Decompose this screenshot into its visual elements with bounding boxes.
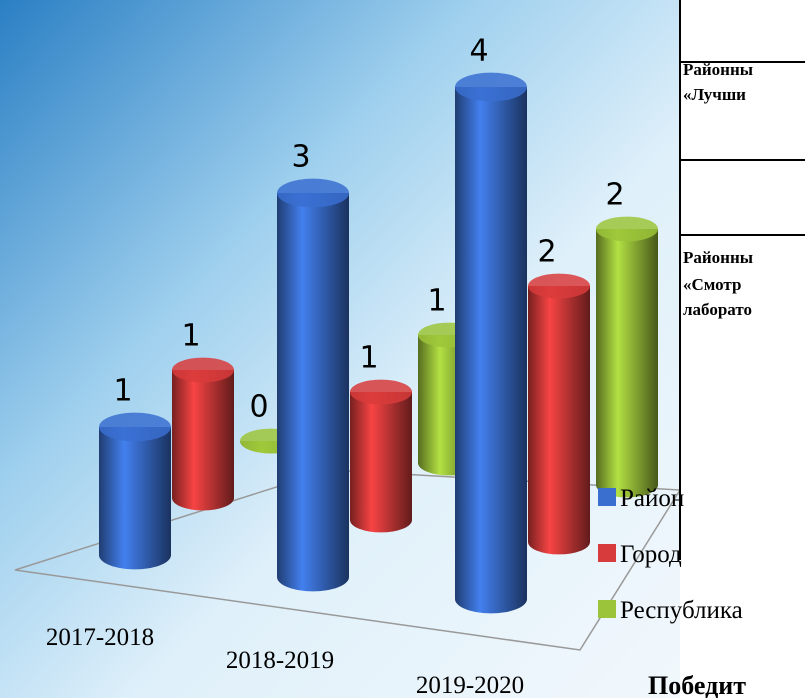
table-footer: Победит — [648, 671, 746, 698]
cylinder — [528, 273, 590, 555]
data-label: 2 — [537, 235, 556, 270]
legend-label: Республика — [620, 597, 743, 624]
legend-swatch — [598, 488, 616, 506]
table-cell: Районны — [683, 60, 753, 79]
table-cell: «Лучши — [683, 85, 746, 104]
x-tick-label: 2019-2020 — [416, 672, 524, 698]
table-cell: «Смотр — [683, 275, 741, 294]
data-label: 4 — [469, 34, 488, 69]
data-label: 1 — [359, 341, 378, 376]
cylinder-body — [172, 370, 234, 511]
cylinder-top — [455, 72, 527, 102]
cylinder — [596, 216, 658, 498]
data-label: 1 — [181, 319, 200, 354]
cylinder-body — [455, 87, 527, 614]
cylinder-top — [99, 412, 171, 442]
data-label: 1 — [427, 284, 446, 319]
data-label: 3 — [291, 140, 310, 175]
cylinder-top — [350, 379, 412, 405]
x-tick-label: 2018-2019 — [226, 647, 334, 674]
cylinder-top — [277, 178, 349, 208]
table-grid — [679, 0, 805, 560]
data-label: 1 — [113, 374, 132, 409]
x-tick-label: 2017-2018 — [46, 624, 154, 651]
cylinder-top — [528, 273, 590, 299]
table-cell: Районны — [683, 248, 753, 267]
data-label: 0 — [249, 390, 268, 425]
cylinder — [172, 357, 234, 511]
cylinder-top — [172, 357, 234, 383]
cylinder-body — [350, 392, 412, 533]
legend-label: Город — [620, 541, 682, 568]
cylinder — [455, 72, 527, 614]
cylinder — [277, 178, 349, 592]
data-label: 2 — [605, 178, 624, 213]
cylinder-top — [596, 216, 658, 242]
cylinder-body — [277, 193, 349, 592]
cylinder-body — [99, 427, 171, 570]
cylinder — [99, 412, 171, 570]
cylinder — [350, 379, 412, 533]
cylinder-body — [596, 229, 658, 498]
legend-swatch — [598, 600, 616, 618]
legend-label: Район — [620, 485, 684, 512]
cylinder-body — [528, 286, 590, 555]
table-cell: лаборато — [683, 300, 752, 319]
legend-swatch — [598, 544, 616, 562]
